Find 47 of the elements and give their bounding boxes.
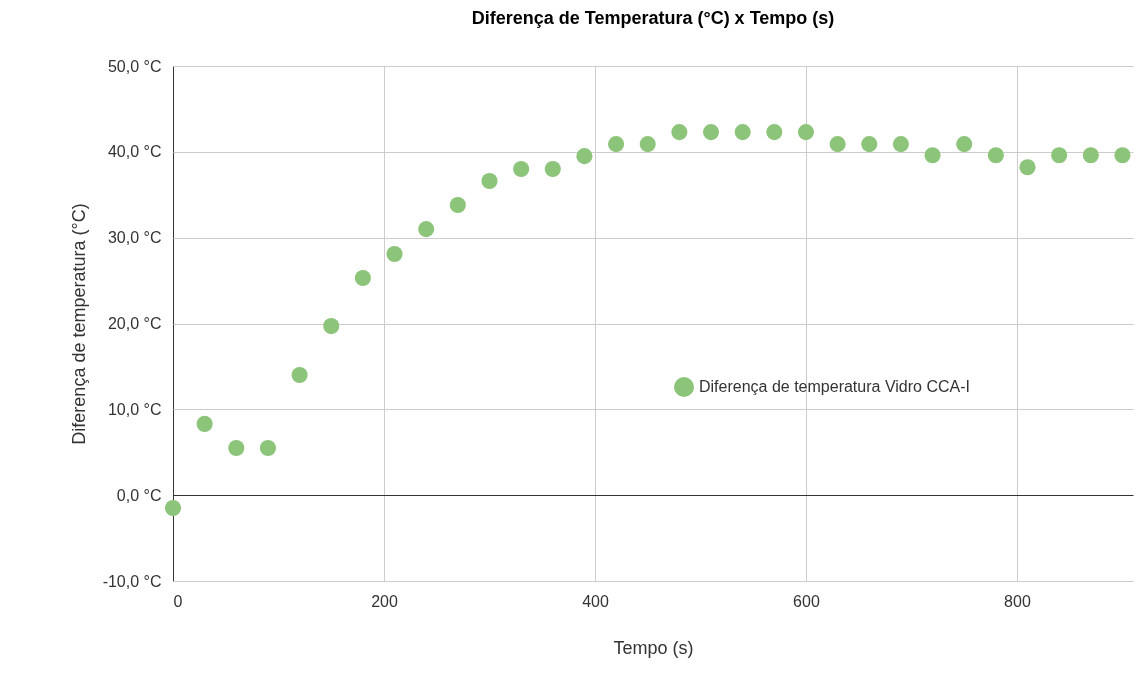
point	[892, 136, 909, 153]
point	[797, 124, 815, 141]
point	[671, 124, 688, 141]
y-tick-label: 30,0 °C	[107, 229, 162, 247]
point	[449, 197, 466, 214]
point	[608, 136, 625, 153]
point	[386, 245, 403, 263]
y-tick-label: 50,0 °C	[107, 57, 162, 75]
point	[987, 147, 1004, 164]
point	[766, 124, 783, 141]
x-tick-label: 800	[1004, 592, 1031, 610]
y-axis-title: Diferença de temperatura (°C)	[68, 203, 89, 445]
x-tick-label: 200	[371, 592, 398, 610]
y-tick-label: 10,0 °C	[107, 400, 162, 418]
point	[1082, 147, 1099, 164]
point	[259, 439, 277, 456]
x-axis-title: Tempo (s)	[613, 637, 694, 658]
point	[1019, 159, 1036, 176]
x-tick-label: 400	[582, 592, 609, 610]
point	[956, 136, 973, 153]
chart-title: Diferença de Temperatura (°C) x Tempo (s)	[471, 8, 835, 28]
y-tick-label: 40,0 °C	[107, 143, 162, 161]
point	[164, 500, 182, 517]
point	[228, 439, 245, 456]
point	[924, 147, 941, 164]
point	[576, 148, 593, 165]
point	[861, 136, 878, 153]
point	[354, 269, 371, 287]
point	[291, 366, 308, 384]
point	[481, 172, 498, 190]
y-tick-label: -10,0 °C	[102, 572, 162, 590]
point	[418, 221, 435, 238]
x-tick-label: 0	[173, 592, 183, 610]
point	[1051, 147, 1068, 164]
point	[196, 415, 213, 432]
y-tick-label: 20,0 °C	[107, 315, 162, 332]
point	[829, 136, 846, 153]
point	[1114, 147, 1131, 164]
y-tick-label: 0,0 °C	[116, 486, 162, 504]
point	[513, 160, 530, 178]
x-tick-label: 600	[793, 592, 820, 610]
legend-label: Diferença de temperatura Vidro CCA-I	[699, 378, 970, 395]
point	[639, 136, 656, 153]
point	[323, 318, 340, 335]
point	[544, 160, 561, 178]
point	[734, 124, 751, 141]
point	[702, 124, 720, 141]
